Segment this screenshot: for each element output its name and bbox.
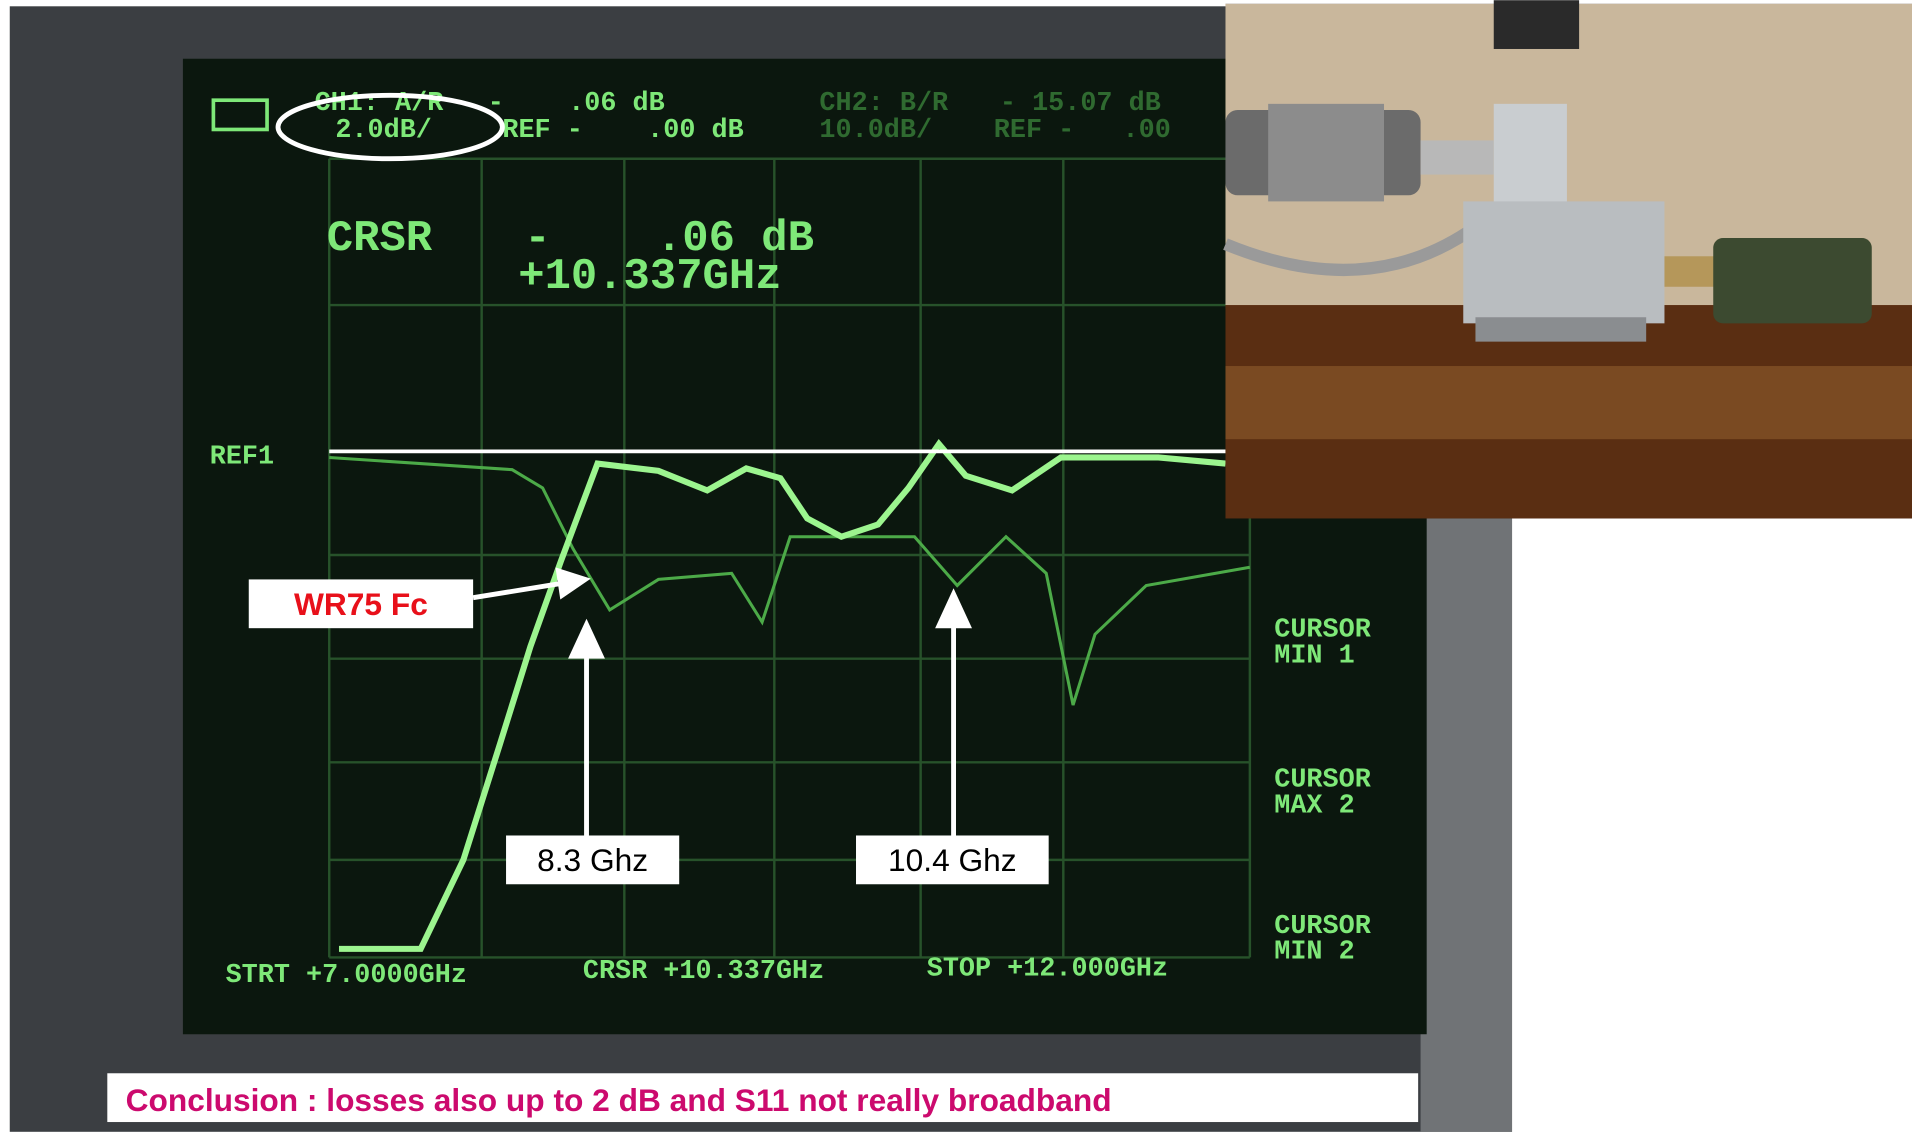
s21-trace	[338, 439, 1226, 952]
channel-icon	[211, 98, 269, 132]
ch2-label: CH2: B/R	[819, 89, 949, 119]
ch1-scale: 2.0dB/	[335, 116, 432, 146]
softkey: CURSOR	[1274, 616, 1371, 646]
softkey: MAX 2	[1274, 791, 1354, 821]
s11-trace	[329, 455, 1251, 706]
ref-marker: REF1	[210, 443, 274, 473]
footer-stop: STOP +12.000GHz	[927, 955, 1168, 985]
arrows	[472, 567, 973, 836]
highlight-ellipse	[275, 92, 505, 162]
ch2-value: - 15.07 dB	[1000, 89, 1161, 119]
label-box	[248, 579, 474, 629]
graticule	[328, 157, 1252, 959]
screen	[182, 58, 1427, 1035]
ch2-scale: 10.0dB/	[819, 116, 932, 146]
ch2-ref: REF - .00	[994, 116, 1171, 146]
softkeys: CURSOR MIN 1 CURSOR MAX 2 CURSOR MIN 2	[1274, 616, 1371, 968]
label-box	[506, 835, 680, 885]
fc-label: WR75 Fc	[294, 586, 428, 622]
cursor-level: - .06 dB	[524, 214, 814, 264]
ch1-value: - .06 dB	[488, 89, 665, 119]
ch1-ref: REF - .00 dB	[502, 116, 743, 146]
label-box	[856, 835, 1049, 885]
marker-label: 10.4 Ghz	[888, 842, 1017, 878]
marker-label: 8.3 Ghz	[537, 842, 648, 878]
softkey: CURSOR	[1274, 766, 1371, 796]
footer-cursor: CRSR +10.337GHz	[583, 957, 824, 987]
cursor-label: CRSR	[327, 214, 433, 264]
footer-start: STRT +7.0000GHz	[226, 961, 467, 991]
bezel-edge	[1420, 487, 1513, 1132]
softkey: MIN 1	[1274, 641, 1354, 671]
inset-photo	[1223, 0, 1912, 519]
softkey: CURSOR	[1274, 912, 1371, 942]
softkey: MIN 2	[1274, 938, 1354, 968]
conclusion: Conclusion : losses also up to 2 dB and …	[126, 1082, 1112, 1118]
cursor-frequency: +10.337GHz	[518, 252, 781, 302]
conclusion-box	[107, 1073, 1419, 1123]
